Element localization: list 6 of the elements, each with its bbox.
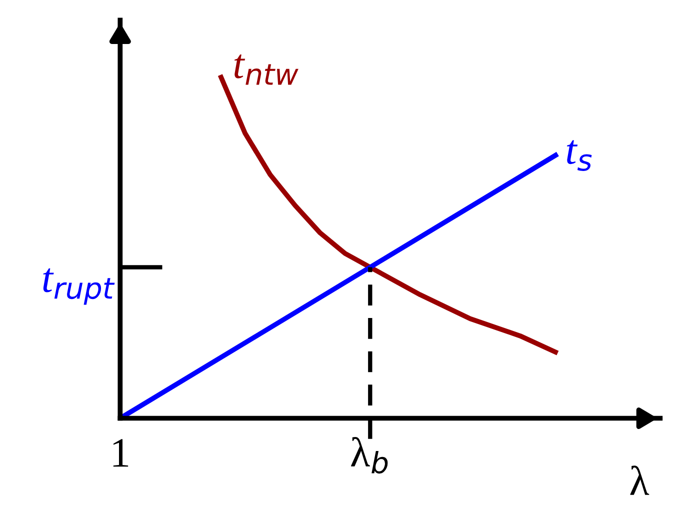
ref-line-label: t$_{rupt}$ xyxy=(43,268,115,305)
x-tick-label: 1 xyxy=(113,439,128,467)
series-label: t$_{ntw}$ xyxy=(234,54,298,85)
series-label: t$_{s}$ xyxy=(566,140,592,171)
x-axis-title: λ xyxy=(630,466,650,495)
x-tick-label: λ$_{b}$ xyxy=(351,437,388,474)
